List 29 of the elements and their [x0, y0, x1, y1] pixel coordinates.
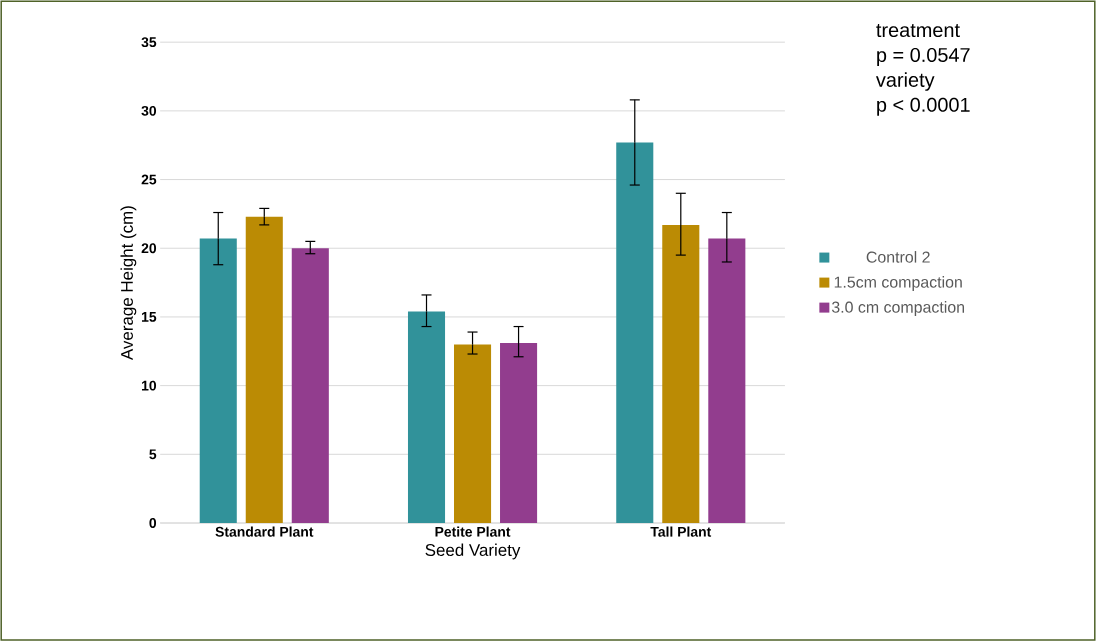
- legend-label: 1.5cm compaction: [834, 275, 962, 291]
- text: p = 0.0547: [877, 47, 970, 66]
- bar: [291, 248, 329, 523]
- bar: [708, 238, 746, 523]
- legend-label: Control 2: [866, 250, 930, 263]
- legend-label: 3.0 cm compaction: [831, 301, 965, 316]
- x-axis-title: Seed Variety: [425, 543, 521, 560]
- bar: [500, 342, 538, 523]
- text: treatment: [876, 23, 960, 38]
- bar: [454, 344, 492, 523]
- y-tick-label: 20: [141, 243, 157, 254]
- y-axis-title: Average Height (cm): [120, 206, 137, 360]
- y-tick-label: 5: [149, 449, 157, 460]
- bar: [199, 238, 237, 523]
- bar: [407, 311, 446, 523]
- bar: [245, 216, 283, 523]
- y-tick-label: 35: [141, 37, 157, 48]
- y-tick-label: 10: [142, 380, 157, 391]
- bar: [616, 142, 654, 523]
- x-tick-label: Standard Plant: [215, 526, 314, 537]
- x-tick-label: Tall Plant: [650, 526, 712, 537]
- y-tick-label: 15: [142, 311, 157, 322]
- bar: [662, 224, 700, 523]
- y-tick-label: 30: [141, 105, 157, 116]
- text: variety: [875, 72, 935, 91]
- y-tick-label: 0: [149, 517, 157, 528]
- x-tick-label: Petite Plant: [435, 526, 511, 537]
- text: p < 0.0001: [877, 97, 970, 116]
- y-tick-label: 25: [141, 174, 157, 185]
